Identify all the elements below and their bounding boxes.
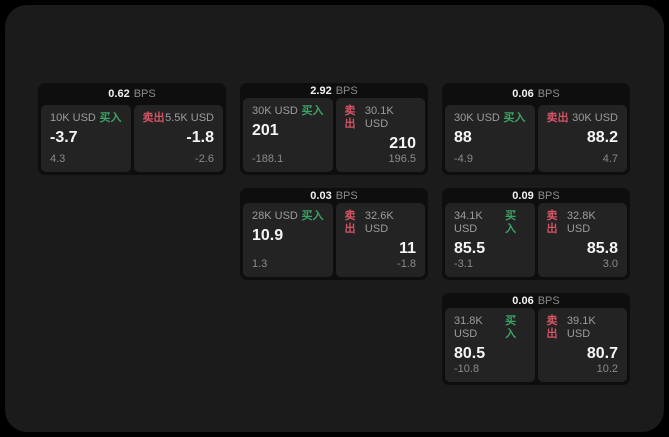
sell-label: 卖出 [142,112,165,124]
buy-amount: 31.8K USD [454,315,483,340]
sell-change: 4.7 [602,153,618,165]
bps-header: 2.92 BPS [240,83,428,98]
sell-amount: 32.6K USD [364,210,394,235]
sell-label: 卖出 [344,210,356,235]
sell-price: -1.8 [186,129,214,146]
buy-price: 201 [252,122,279,139]
buy-change: -4.9 [454,153,473,165]
buy-label: 买入 [99,112,122,124]
sell-change: 3.0 [602,258,618,270]
buy-price: -3.7 [50,129,78,146]
buy-panel[interactable]: 34.1K USD 买入 85.5 -3.1 [445,203,535,277]
buy-panel[interactable]: 30K USD 买入 88 -4.9 [445,105,535,172]
buy-panel[interactable]: 31.8K USD 买入 80.5 -10.8 [445,308,535,382]
sell-amount: 32.8K USD [566,210,596,235]
sell-panel[interactable]: 卖出 30K USD 88.2 4.7 [537,105,627,172]
bps-header: 0.06 BPS [442,83,630,105]
sell-label: 卖出 [546,112,569,124]
buy-label: 买入 [301,105,324,117]
bps-header: 0.62 BPS [38,83,226,105]
buy-change: -10.8 [454,363,480,375]
buy-change: -3.1 [454,258,473,270]
bps-header: 0.06 BPS [442,293,630,308]
buy-change: 4.3 [50,153,66,165]
bps-value: 0.06 [512,294,534,307]
sell-label: 卖出 [546,210,558,235]
buy-panel[interactable]: 30K USD 买入 201 -188.1 [243,98,333,172]
buy-label: 买入 [505,210,517,235]
sell-amount: 30.1K USD [364,105,394,130]
buy-change: -188.1 [252,153,284,165]
buy-amount: 10K USD [50,112,96,124]
buy-price: 80.5 [454,345,486,362]
sell-panel[interactable]: 卖出 32.6K USD 11 -1.8 [335,203,425,277]
sell-price: 85.8 [586,240,618,257]
buy-price: 88 [454,129,472,146]
bps-value: 0.06 [512,88,534,100]
quote-card: 0.06 BPS 31.8K USD 买入 80.5 -10.8 卖出 39.1… [442,293,630,385]
buy-amount: 30K USD [252,105,298,117]
sell-price: 88.2 [586,129,618,146]
bps-unit: BPS [537,189,560,202]
bps-unit: BPS [133,88,156,100]
quote-card: 0.03 BPS 28K USD 买入 10.9 1.3 卖出 32.6K US… [240,188,428,280]
sell-price: 80.7 [586,345,618,362]
bps-unit: BPS [537,88,560,100]
sell-panel[interactable]: 卖出 30.1K USD 210 196.5 [335,98,425,172]
quote-card: 0.09 BPS 34.1K USD 买入 85.5 -3.1 卖出 32.8K… [442,188,630,280]
sell-label: 卖出 [344,105,356,130]
bps-unit: BPS [335,84,358,97]
bps-value: 0.09 [512,189,534,202]
quote-card-grid: 0.62 BPS 10K USD 买入 -3.7 4.3 卖出 5.5K USD [38,83,630,385]
bps-value: 2.92 [310,84,332,97]
quote-card: 0.62 BPS 10K USD 买入 -3.7 4.3 卖出 5.5K USD [38,83,226,175]
buy-price: 85.5 [454,240,486,257]
sell-panel[interactable]: 卖出 5.5K USD -1.8 -2.6 [133,105,223,172]
buy-label: 买入 [503,112,526,124]
bps-value: 0.62 [108,88,130,100]
sell-amount: 39.1K USD [566,315,596,340]
buy-price: 10.9 [252,227,284,244]
sell-change: 10.2 [596,363,618,375]
buy-panel[interactable]: 10K USD 买入 -3.7 4.3 [41,105,131,172]
sell-panel[interactable]: 卖出 32.8K USD 85.8 3.0 [537,203,627,277]
buy-label: 买入 [505,315,517,340]
sell-price: 210 [389,135,416,152]
bps-header: 0.03 BPS [240,188,428,203]
sell-panel[interactable]: 卖出 39.1K USD 80.7 10.2 [537,308,627,382]
buy-amount: 28K USD [252,210,298,222]
bps-header: 0.09 BPS [442,188,630,203]
bps-unit: BPS [537,294,560,307]
bps-unit: BPS [335,189,358,202]
quote-card: 2.92 BPS 30K USD 买入 201 -188.1 卖出 30.1K … [240,83,428,175]
sell-change: -1.8 [397,258,416,270]
sell-price: 11 [399,240,416,257]
quote-card: 0.06 BPS 30K USD 买入 88 -4.9 卖出 30K USD [442,83,630,175]
sell-change: 196.5 [388,153,416,165]
sell-amount: 30K USD [572,112,618,124]
sell-label: 卖出 [546,315,558,340]
app-window: 0.62 BPS 10K USD 买入 -3.7 4.3 卖出 5.5K USD [5,5,664,432]
sell-change: -2.6 [195,153,214,165]
buy-panel[interactable]: 28K USD 买入 10.9 1.3 [243,203,333,277]
buy-label: 买入 [301,210,324,222]
sell-amount: 5.5K USD [165,112,214,124]
buy-amount: 30K USD [454,112,500,124]
bps-value: 0.03 [310,189,332,202]
buy-amount: 34.1K USD [454,210,483,235]
buy-change: 1.3 [252,258,268,270]
